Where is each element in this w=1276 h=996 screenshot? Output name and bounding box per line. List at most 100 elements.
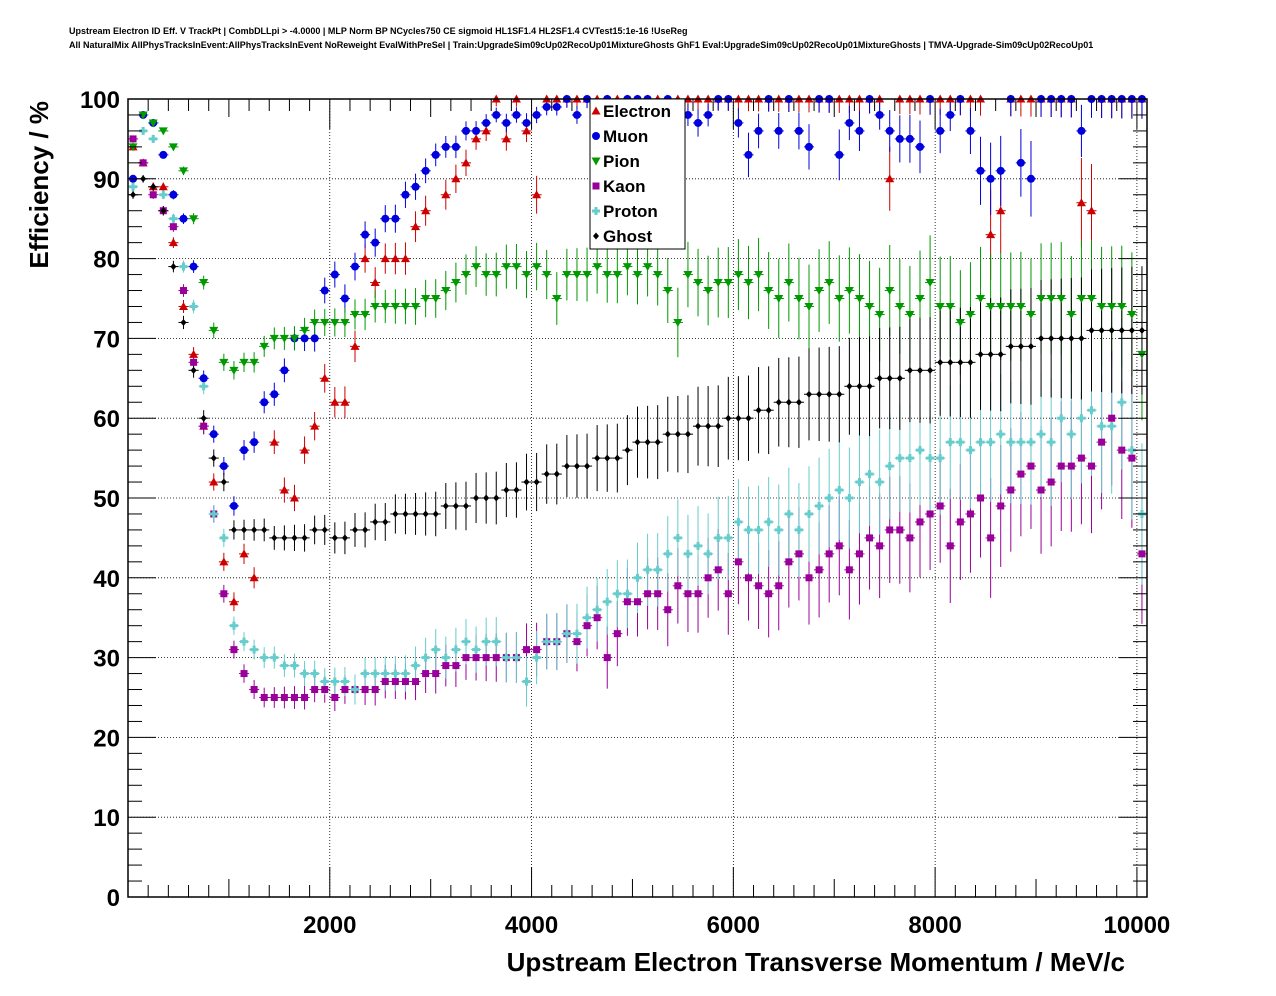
point-kaon	[704, 574, 712, 582]
point-kaon	[977, 494, 985, 502]
point-proton	[451, 645, 460, 654]
y-tick-label: 70	[93, 326, 120, 353]
point-pion	[461, 271, 471, 280]
point-ghost	[483, 494, 490, 502]
point-ghost	[563, 462, 570, 470]
point-pion	[582, 271, 592, 280]
y-tick-label: 10	[93, 805, 120, 832]
tick-labels: 0 10 20 30 40 50 60 70 80 90 100 2000 4000 6000 8000 10…	[80, 87, 1170, 939]
point-pion	[532, 263, 542, 272]
point-kaon	[452, 662, 460, 670]
point-pion	[421, 295, 431, 303]
point-ghost	[1138, 326, 1145, 334]
point-ghost	[765, 406, 772, 414]
point-pion	[834, 295, 844, 303]
point-pion	[1087, 295, 1097, 303]
point-proton	[845, 494, 854, 502]
point-pion	[723, 279, 733, 288]
point-muon	[936, 126, 945, 135]
point-kaon	[321, 686, 329, 694]
point-pion	[360, 310, 370, 319]
point-proton	[351, 685, 360, 694]
point-pion	[653, 271, 663, 280]
point-ghost	[664, 430, 671, 438]
point-pion	[380, 302, 390, 311]
point-ghost	[392, 510, 399, 518]
point-pion	[1056, 295, 1066, 303]
point-proton	[149, 134, 158, 143]
point-kaon	[149, 191, 157, 199]
point-proton	[290, 661, 299, 670]
point-kaon	[734, 558, 742, 566]
point-pion	[148, 119, 158, 128]
point-kaon	[775, 582, 783, 590]
point-pion	[905, 310, 915, 319]
point-proton	[189, 302, 198, 311]
point-kaon	[391, 678, 399, 686]
point-ghost	[987, 350, 994, 358]
point-ghost	[372, 518, 379, 526]
point-kaon	[270, 694, 278, 701]
point-ghost	[301, 534, 308, 542]
point-muon	[492, 110, 501, 119]
point-pion	[239, 358, 249, 367]
point-muon	[502, 118, 511, 127]
point-muon	[1016, 158, 1025, 167]
point-ghost	[362, 526, 369, 534]
point-kaon	[230, 646, 238, 654]
point-muon	[744, 150, 753, 159]
point-ghost	[1048, 334, 1055, 342]
point-kaon	[956, 518, 964, 526]
point-ghost	[321, 526, 328, 534]
point-proton	[1047, 438, 1056, 447]
point-electron	[986, 230, 996, 239]
point-kaon	[1088, 462, 1096, 470]
point-kaon	[472, 654, 480, 662]
point-muon	[330, 270, 339, 279]
point-pion	[552, 295, 562, 303]
point-kaon	[129, 135, 137, 143]
point-muon	[1026, 174, 1035, 183]
point-ghost	[886, 374, 893, 382]
point-pion	[431, 295, 441, 303]
point-pion	[804, 302, 814, 311]
point-kaon	[1138, 550, 1146, 558]
point-ghost	[674, 430, 681, 438]
point-ghost	[644, 438, 651, 446]
point-ghost	[896, 374, 903, 382]
legend-box	[589, 98, 686, 250]
point-ghost	[785, 398, 792, 406]
point-muon	[522, 118, 531, 127]
point-pion	[138, 111, 148, 120]
point-proton	[986, 438, 995, 447]
point-electron	[885, 174, 895, 183]
point-muon	[794, 126, 803, 135]
point-pion	[279, 334, 289, 343]
point-proton	[603, 597, 612, 606]
point-muon	[270, 390, 279, 399]
legend-label-ghost: Ghost	[603, 227, 652, 246]
point-ghost	[523, 478, 530, 486]
point-proton	[956, 438, 965, 447]
point-kaon	[654, 590, 662, 598]
point-proton	[401, 669, 410, 678]
point-pion	[370, 302, 380, 311]
legend-marker-pion	[591, 157, 601, 166]
point-proton	[1057, 414, 1066, 423]
point-muon	[875, 110, 884, 119]
point-kaon	[896, 526, 904, 534]
point-kaon	[613, 630, 621, 638]
point-muon	[340, 294, 349, 303]
point-muon	[280, 366, 289, 375]
point-ghost	[1038, 334, 1045, 342]
point-muon	[391, 214, 400, 223]
point-ghost	[937, 358, 944, 366]
point-proton	[805, 509, 814, 518]
point-proton	[371, 669, 380, 678]
y-tick-label: 40	[93, 566, 120, 593]
point-ghost	[947, 358, 954, 366]
point-proton	[532, 653, 541, 662]
point-pion	[824, 279, 834, 288]
legend-marker-kaon	[592, 182, 600, 190]
point-pion	[784, 279, 794, 288]
